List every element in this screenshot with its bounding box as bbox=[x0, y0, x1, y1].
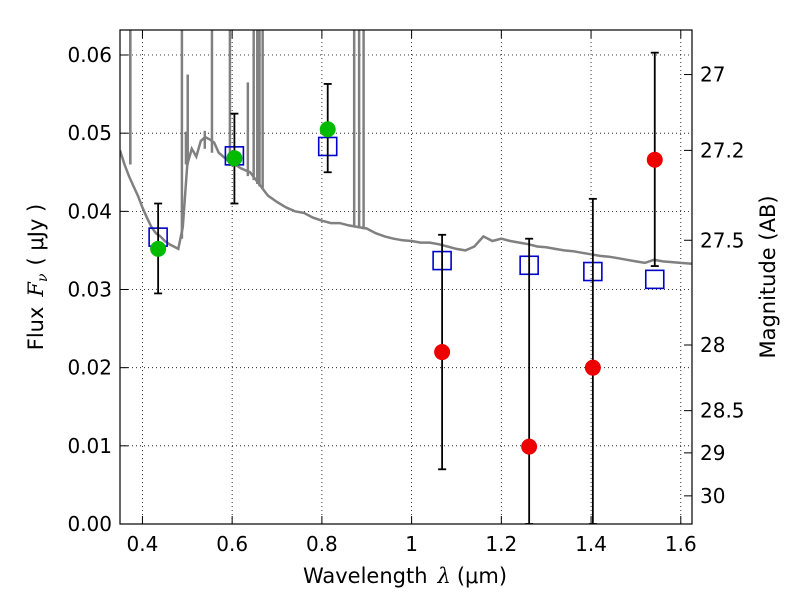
faint-detection-point bbox=[646, 151, 663, 168]
model-photometry-square bbox=[644, 269, 665, 290]
x-tick-label: 1.4 bbox=[575, 532, 607, 556]
x-tick-label: 1.2 bbox=[485, 532, 517, 556]
plot-area bbox=[120, 30, 692, 524]
y-tick-label: 0.01 bbox=[67, 434, 112, 458]
y-tick-label: 0.03 bbox=[67, 278, 112, 302]
faint-detection-point bbox=[584, 359, 601, 376]
y-tick-label: 0.02 bbox=[67, 356, 112, 380]
faint-detection-point bbox=[434, 344, 451, 361]
detection-point bbox=[226, 150, 243, 167]
right-tick-label: 30 bbox=[700, 484, 725, 508]
x-tick-label: 1.6 bbox=[665, 532, 697, 556]
grid bbox=[120, 30, 692, 525]
axes: 0.4 0.6 0.8 1 1.2 1.4 1.6 0.00 0.01 0.02 0.03 0.04 0… bbox=[67, 30, 745, 556]
y-tick-label: 0.00 bbox=[67, 512, 112, 536]
right-tick-label: 28.5 bbox=[700, 399, 745, 423]
right-tick-label: 27.2 bbox=[700, 138, 745, 162]
right-axis-label: Magnitude (AB) bbox=[756, 195, 780, 358]
y-tick-label: 0.05 bbox=[67, 121, 112, 145]
x-tick-label: 1 bbox=[405, 532, 418, 556]
model-spectrum-line bbox=[120, 135, 692, 265]
right-tick-label: 27 bbox=[700, 63, 725, 87]
right-tick-label: 27.5 bbox=[700, 228, 745, 252]
detection-point bbox=[319, 121, 336, 138]
y-axis-label: FluxFν( μJy ) bbox=[24, 204, 51, 350]
detection-point bbox=[150, 240, 167, 257]
right-tick-label: 29 bbox=[700, 441, 725, 465]
faint-detection-point bbox=[521, 438, 538, 455]
x-tick-label: 0.6 bbox=[216, 532, 248, 556]
y-tick-label: 0.06 bbox=[67, 43, 112, 67]
y-tick-label: 0.04 bbox=[67, 199, 112, 223]
plot-frame bbox=[119, 29, 693, 525]
x-tick-label: 0.4 bbox=[127, 532, 159, 556]
x-axis-label: Wavelength λ (μm) bbox=[303, 564, 507, 588]
x-tick-label: 0.8 bbox=[306, 532, 338, 556]
right-tick-label: 28 bbox=[700, 333, 725, 357]
